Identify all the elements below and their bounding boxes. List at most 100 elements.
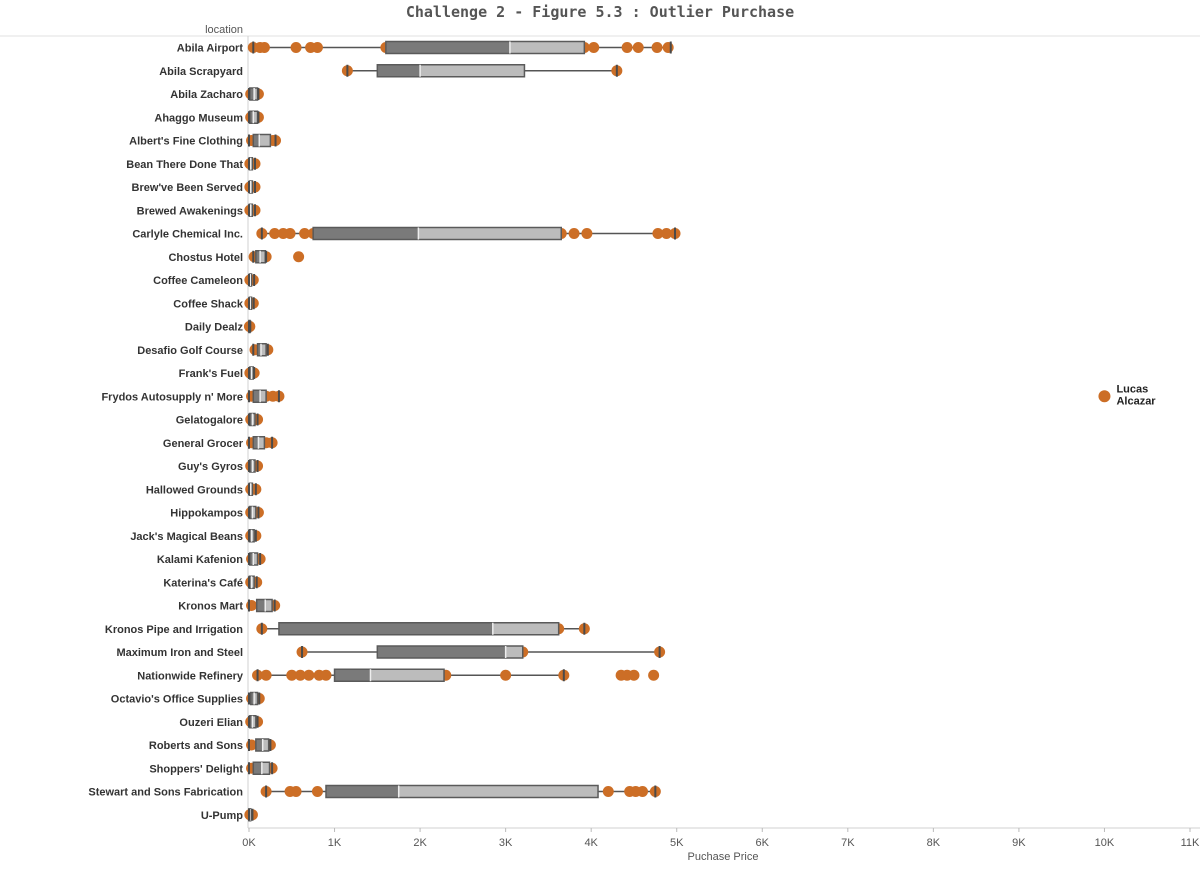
category-label: Nationwide Refinery: [137, 670, 244, 682]
row-kronos-mart: Kronos Mart: [178, 598, 281, 613]
category-label: General Grocer: [163, 438, 244, 450]
x-tick-label: 1K: [328, 837, 342, 849]
row-roberts-and-sons: Roberts and Sons: [149, 738, 276, 752]
box-lower-half: [377, 646, 506, 658]
category-label: Carlyle Chemical Inc.: [132, 229, 243, 241]
category-label: Ouzeri Elian: [179, 717, 243, 729]
data-point: [621, 42, 633, 53]
category-label: Albert's Fine Clothing: [129, 136, 243, 148]
data-point: [246, 600, 258, 611]
category-label: Gelatogalore: [176, 415, 243, 427]
category-label: Hallowed Grounds: [146, 484, 243, 496]
box-upper-half: [260, 343, 267, 356]
row-ouzeri-elian: Ouzeri Elian: [179, 715, 264, 729]
box-lower-half: [253, 762, 262, 775]
data-point: [588, 42, 600, 53]
box-upper-half: [260, 390, 267, 403]
box-upper-half: [253, 553, 258, 565]
box-outline: [278, 622, 560, 636]
row-hallowed-grounds: Hallowed Grounds: [146, 482, 262, 496]
data-point: [637, 786, 649, 797]
box-upper-half: [254, 692, 258, 705]
box-upper-half: [420, 64, 525, 77]
data-point: [294, 669, 306, 681]
row-nationwide-refinery: Nationwide Refinery: [137, 668, 660, 682]
category-label: Kalami Kafenion: [157, 554, 243, 566]
box-outline: [325, 784, 599, 799]
box-outline: [385, 40, 586, 55]
box-lower-half: [325, 785, 399, 798]
data-point: [311, 42, 323, 53]
box-outline: [256, 343, 267, 357]
box-upper-half: [418, 227, 562, 240]
x-tick-label: 0K: [242, 837, 256, 849]
box-lower-half: [249, 111, 254, 124]
category-label: Abila Zacharo: [170, 89, 243, 101]
data-point: [299, 228, 311, 239]
category-label: Abila Scrapyard: [159, 66, 243, 78]
x-tick-label: 10K: [1095, 837, 1115, 849]
row-jack-s-magical-beans: Jack's Magical Beans: [130, 529, 262, 543]
box-upper-half: [259, 134, 271, 147]
data-point: [260, 669, 272, 681]
box-upper-half: [251, 529, 255, 542]
box-rows: Abila Airport Abila Scrapyard Abila Zachar…: [88, 40, 681, 822]
row-abila-scrapyard: Abila Scrapyard: [159, 64, 623, 78]
category-label: Kronos Pipe and Irrigation: [105, 624, 243, 636]
box-lower-half: [257, 343, 261, 356]
box-upper-half: [398, 785, 599, 798]
data-point: [320, 669, 332, 681]
box-upper-half: [265, 599, 273, 612]
row-shoppers-delight: Shoppers' Delight: [149, 761, 278, 775]
box-lower-half: [249, 506, 253, 519]
category-label: Chostus Hotel: [168, 252, 243, 264]
data-point: [290, 786, 302, 797]
box-outline: [312, 226, 562, 241]
category-label: Roberts and Sons: [149, 740, 243, 752]
row-ahaggo-museum: Ahaggo Museum: [154, 110, 264, 124]
box-upper-half: [250, 157, 253, 170]
box-outline: [252, 133, 272, 148]
row-bean-there-done-that: Bean There Done That: [126, 157, 261, 171]
row-chostus-hotel: Chostus Hotel: [168, 250, 305, 264]
x-tick-label: 6K: [756, 837, 770, 849]
data-point: [628, 669, 640, 681]
category-label: Shoppers' Delight: [149, 763, 243, 775]
box-lower-half: [255, 739, 263, 751]
row-abila-zacharo: Abila Zacharo: [170, 87, 264, 101]
chart-title: Challenge 2 - Figure 5.3 : Outlier Purch…: [406, 3, 794, 21]
category-label: Jack's Magical Beans: [130, 531, 243, 543]
data-point: [500, 669, 512, 681]
category-label: Abila Airport: [177, 43, 244, 55]
x-tick-label: 3K: [499, 837, 513, 849]
box-lower-half: [250, 692, 255, 705]
x-tick-label: 8K: [927, 837, 941, 849]
box-upper-half: [260, 250, 266, 263]
row-albert-s-fine-clothing: Albert's Fine Clothing: [129, 133, 282, 148]
row-coffee-shack: Coffee Shack: [173, 296, 259, 310]
data-point: [652, 228, 664, 239]
box-lower-half: [255, 250, 261, 263]
row-coffee-cameleon: Coffee Cameleon: [153, 273, 259, 287]
row-maximum-iron-and-steel: Maximum Iron and Steel: [116, 645, 666, 659]
data-point: [290, 42, 302, 53]
box-lower-half: [249, 413, 253, 426]
x-tick-label: 7K: [841, 837, 855, 849]
box-outline: [333, 668, 445, 682]
box-lower-half: [253, 390, 261, 403]
box-upper-half: [252, 506, 256, 519]
box-lower-half: [249, 553, 254, 565]
box-upper-half: [370, 669, 445, 682]
box-upper-half: [250, 181, 253, 193]
category-label: Maximum Iron and Steel: [116, 647, 243, 659]
box-lower-half: [334, 669, 371, 682]
data-point: [662, 42, 674, 53]
box-upper-half: [252, 460, 255, 472]
box-lower-half: [249, 367, 252, 379]
x-tick-label: 9K: [1012, 837, 1026, 849]
category-label: Coffee Cameleon: [153, 275, 243, 287]
box-lower-half: [249, 88, 255, 100]
category-label: Katerina's Café: [163, 577, 243, 589]
